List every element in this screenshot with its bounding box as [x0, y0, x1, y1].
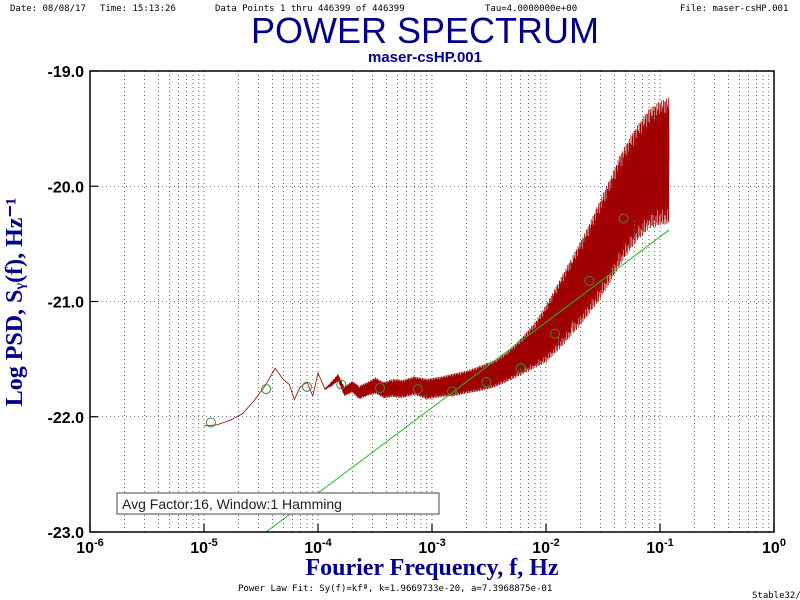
y-tick-label: -23.0 [48, 525, 85, 542]
grid-lines [89, 70, 775, 533]
averaged-point-marker [618, 213, 629, 224]
x-tick-label: 10-5 [190, 537, 218, 557]
y-axis-label: Log PSD, Sᵧ(f), Hz⁻¹ [2, 198, 28, 407]
x-tick-label: 100 [762, 537, 786, 557]
y-tick-labels: -19.0 -20.0 -21.0 -22.0 -23.0 [48, 64, 98, 542]
averaged-point-marker [584, 275, 595, 286]
averaged-point-marker [515, 363, 526, 374]
averaged-point-marker [375, 382, 386, 393]
averaged-point-marker [447, 386, 458, 397]
x-axis-label: Fourier Frequency, f, Hz [305, 555, 558, 581]
y-tick-label: -22.0 [48, 410, 85, 427]
series-layer [203, 97, 670, 533]
chart-subtitle: maser-csHP.001 [368, 49, 482, 66]
averaged-point-marker [301, 381, 312, 392]
averaged-point-marker [550, 328, 561, 339]
y-tick-label: -20.0 [48, 179, 85, 196]
averaged-point-marker [205, 417, 216, 428]
x-tick-label: 10-1 [646, 537, 674, 557]
x-tick-labels: 10-6 10-5 10-4 10-3 10-2 10-1 100 [76, 524, 786, 557]
psd-series-line [203, 97, 670, 427]
averaged-point-marker [481, 377, 492, 388]
power-law-fit-line [265, 229, 670, 533]
averaged-point-marker [261, 384, 272, 395]
header-tau: Tau=4.0000000e+00 [485, 4, 577, 14]
averaged-point-marker [412, 384, 423, 395]
header-file: File: maser-csHP.001 [680, 4, 788, 14]
y-tick-label: -21.0 [48, 295, 85, 312]
header-date: Date: 08/08/17 [10, 4, 86, 14]
header-data-points: Data Points 1 thru 446399 of 446399 [215, 4, 405, 14]
legend-box: Avg Factor:16, Window:1 Hamming [116, 492, 440, 515]
x-tick-label: 10-2 [532, 537, 560, 557]
averaged-point-marker [336, 379, 347, 390]
y-tick-label: -19.0 [48, 64, 85, 81]
power-law-fit-text: Power Law Fit: Sy(f)=kfª, k=1.9669733e-2… [238, 584, 552, 594]
x-tick-label: 10-4 [304, 537, 332, 557]
x-tick-label: 10-3 [418, 537, 446, 557]
header-time: Time: 15:13:26 [100, 4, 176, 14]
credit-text: Stable32/wb [752, 591, 800, 600]
plot-frame [89, 70, 775, 533]
legend-text: Avg Factor:16, Window:1 Hamming [122, 496, 342, 512]
chart-title: POWER SPECTRUM [251, 10, 599, 51]
